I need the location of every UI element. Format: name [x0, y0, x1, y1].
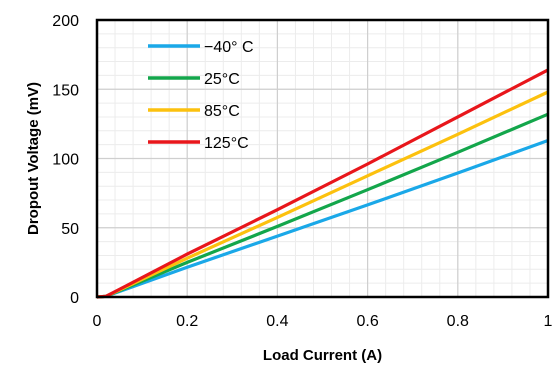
series-lines: [96, 68, 549, 299]
x-tick-label: 1: [544, 313, 553, 330]
plot-frame: [95, 18, 550, 299]
legend-label-0: −40° C: [204, 39, 254, 56]
y-tick-label: 50: [61, 221, 79, 238]
y-tick-labels: 0 50 100 150 200: [52, 13, 79, 307]
x-tick-label: 0.8: [447, 313, 469, 330]
x-tick-label: 0.6: [356, 313, 378, 330]
y-tick-label: 200: [52, 13, 79, 30]
x-tick-labels: 0 0.2 0.4 0.6 0.8 1: [93, 313, 553, 330]
series-line-3: [96, 68, 549, 299]
x-tick-label: 0.2: [176, 313, 198, 330]
y-tick-label: 100: [52, 152, 79, 169]
y-tick-label: 0: [70, 290, 79, 307]
legend-label-2: 85°C: [204, 103, 240, 120]
x-tick-label: 0: [93, 313, 102, 330]
y-axis-title: Dropout Voltage (mV): [25, 82, 42, 235]
x-axis-title: Load Current (A): [263, 347, 382, 364]
legend-label-1: 25°C: [204, 71, 240, 88]
y-tick-label: 150: [52, 82, 79, 99]
legend: −40° C 25°C 85°C 125°C: [148, 39, 254, 152]
legend-label-3: 125°C: [204, 135, 249, 152]
x-tick-label: 0.4: [266, 313, 288, 330]
